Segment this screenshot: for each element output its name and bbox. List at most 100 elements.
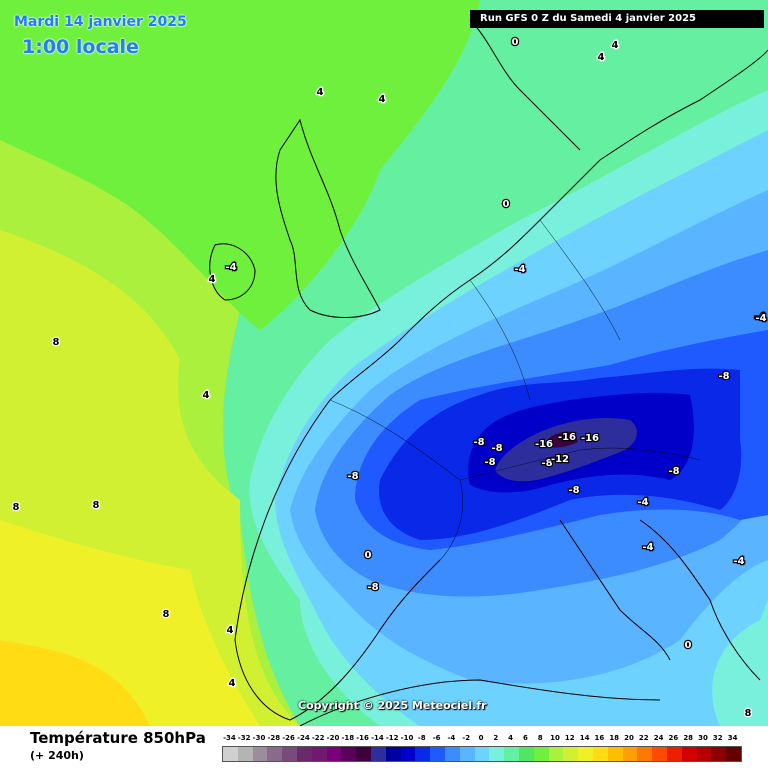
scale-label: -20 xyxy=(326,734,340,742)
color-scale-bar xyxy=(222,746,742,762)
scale-label: -18 xyxy=(341,734,355,742)
isotherm-label: -16 xyxy=(581,433,599,444)
scale-label: 16 xyxy=(594,734,605,742)
scale-swatch xyxy=(726,747,741,761)
isotherm-label: -8 xyxy=(668,466,679,477)
coast-scandinavia xyxy=(469,19,581,151)
isotherm-label: -16 xyxy=(558,432,576,443)
isotherm-label: -8 xyxy=(718,371,729,382)
border-poland xyxy=(539,219,621,341)
isotherm-label: 0 xyxy=(503,199,510,210)
legend-footer: Température 850hPa (+ 240h) -34 -32 -30 -28… xyxy=(0,726,768,768)
scale-label: -2 xyxy=(462,734,471,742)
field-band-minus16 xyxy=(545,431,578,448)
isotherm-label: -4 xyxy=(733,556,744,567)
isotherm-label: 8 xyxy=(163,609,170,620)
scale-swatch xyxy=(563,747,579,761)
isotherm-label: -4 xyxy=(754,312,765,323)
coast-ireland xyxy=(209,243,256,301)
scale-swatch xyxy=(400,747,416,761)
scale-label: 20 xyxy=(624,734,634,742)
scale-label: 0 xyxy=(478,734,484,742)
scale-swatch xyxy=(711,747,727,761)
scale-label: -10 xyxy=(400,734,414,742)
scale-swatch xyxy=(282,747,297,761)
scale-swatch xyxy=(696,747,712,761)
scale-swatch xyxy=(415,747,431,761)
isotherm-label: -4 xyxy=(637,497,648,508)
scale-label: 12 xyxy=(564,734,575,742)
scale-swatch xyxy=(637,747,653,761)
scale-label: -34 xyxy=(223,734,236,742)
isotherm-label: 4 xyxy=(379,94,386,105)
isotherm-label: -8 xyxy=(491,443,502,454)
border-france xyxy=(329,399,464,561)
scale-label: -12 xyxy=(385,734,399,742)
scale-swatch xyxy=(356,747,371,761)
scale-label: 10 xyxy=(550,734,560,742)
isotherm-label: 0 xyxy=(512,37,519,48)
isotherm-label: 8 xyxy=(745,708,752,719)
scale-swatch xyxy=(666,747,682,761)
scale-swatch xyxy=(252,747,268,761)
coast-iberia xyxy=(234,519,441,721)
isotherm-label: 0 xyxy=(685,640,692,651)
scale-swatch xyxy=(444,747,460,761)
coast-balkans xyxy=(639,519,761,681)
isotherm-label: -8 xyxy=(347,471,358,482)
scale-swatch xyxy=(518,747,534,761)
isotherm-label: 8 xyxy=(53,337,60,348)
scale-swatch xyxy=(504,747,519,761)
isotherm-label: 4 xyxy=(317,87,324,98)
isotherm-label: 0 xyxy=(365,550,372,561)
scale-label: -8 xyxy=(417,734,426,742)
parameter-title: Température 850hPa xyxy=(30,729,206,747)
run-banner: Run GFS 0 Z du Samedi 4 janvier 2025 xyxy=(470,10,764,28)
scale-label: -28 xyxy=(267,734,281,742)
scale-label: 18 xyxy=(609,734,620,742)
scale-swatch xyxy=(489,747,505,761)
scale-swatch xyxy=(622,747,638,761)
isotherm-label: -8 xyxy=(473,437,484,448)
valid-date: Mardi 14 janvier 2025 xyxy=(14,14,187,30)
scale-label: -30 xyxy=(252,734,266,742)
border-germany xyxy=(469,279,531,401)
scale-label: 30 xyxy=(698,734,708,742)
scale-swatch xyxy=(267,747,283,761)
scale-label: 2 xyxy=(493,734,499,742)
scale-label: -26 xyxy=(282,734,295,742)
scale-label: -4 xyxy=(447,734,456,742)
isotherm-label: -4 xyxy=(514,264,525,275)
border-alps xyxy=(459,447,701,481)
scale-swatch xyxy=(223,747,238,761)
scale-swatch xyxy=(533,747,549,761)
scale-label: -16 xyxy=(356,734,369,742)
scale-swatch xyxy=(592,747,608,761)
scale-swatch xyxy=(296,747,312,761)
isotherm-label: 8 xyxy=(13,502,20,513)
borders xyxy=(329,219,701,561)
scale-swatch xyxy=(474,747,490,761)
isotherm-label: 8 xyxy=(93,500,100,511)
isotherm-label: 4 xyxy=(612,40,619,51)
scale-label: 8 xyxy=(537,734,543,742)
field-band-minus14 xyxy=(495,418,637,482)
scale-label: 22 xyxy=(638,734,649,742)
isotherm-label: 4 xyxy=(209,274,216,285)
scale-swatch xyxy=(652,747,667,761)
scale-label: 14 xyxy=(579,734,590,742)
scale-swatch xyxy=(607,747,623,761)
isotherm-label: -16 xyxy=(535,439,553,450)
field-band-plus4-north xyxy=(0,0,480,330)
scale-swatch xyxy=(237,747,253,761)
scale-swatch xyxy=(548,747,564,761)
scale-label: 32 xyxy=(712,734,723,742)
scale-swatch xyxy=(341,747,357,761)
scale-label: 4 xyxy=(508,734,514,742)
isotherm-label: 4 xyxy=(229,678,236,689)
isotherm-label: 4 xyxy=(227,625,234,636)
copyright-notice: Copyright © 2025 Meteociel.fr xyxy=(298,699,487,712)
isotherm-label: -8 xyxy=(568,485,579,496)
